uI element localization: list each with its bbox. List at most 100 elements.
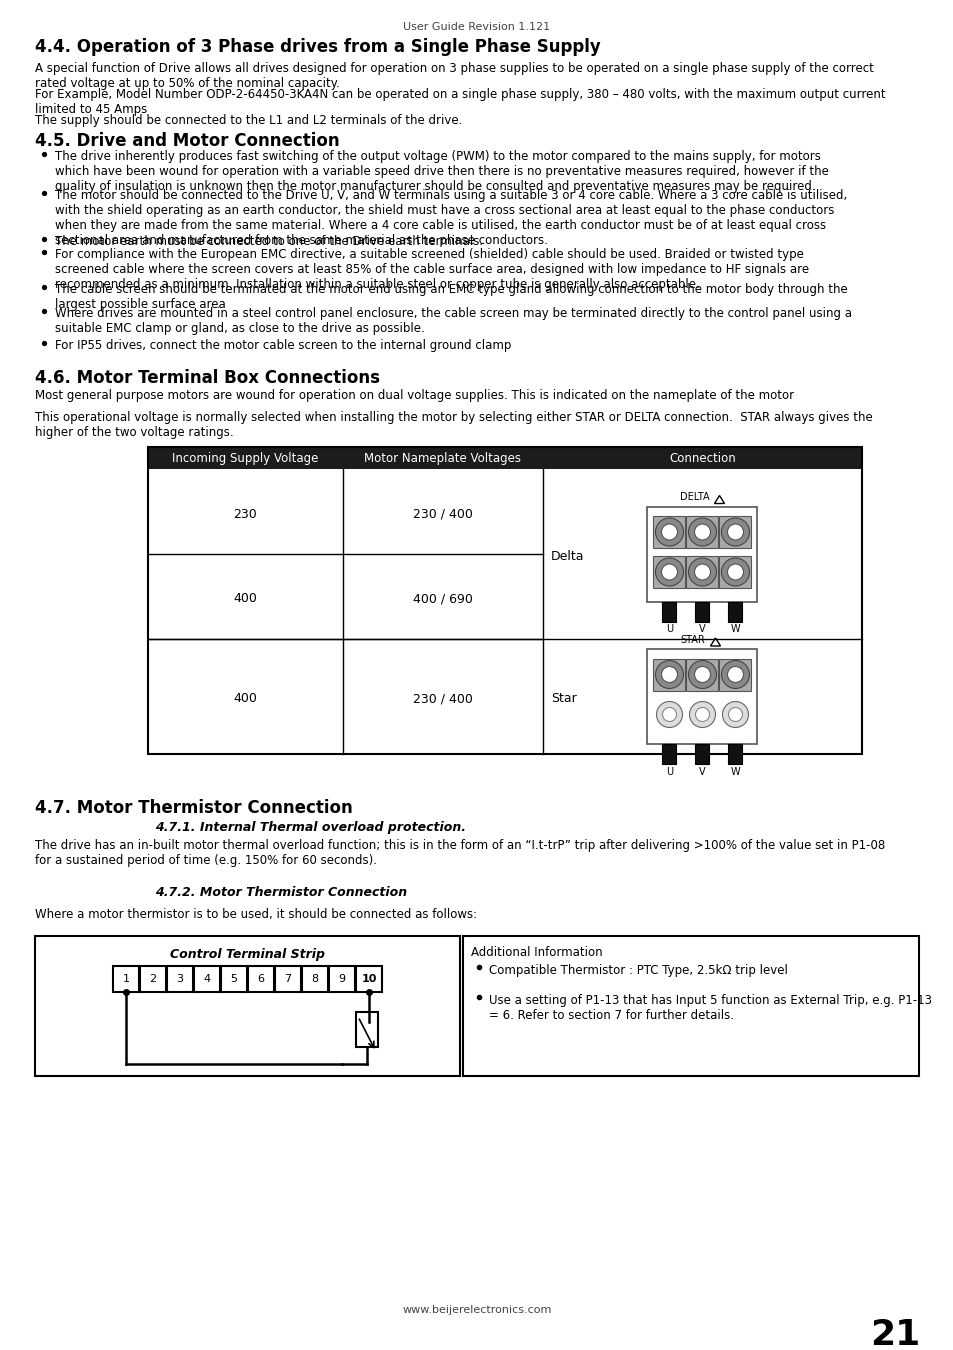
Bar	[686, 516, 718, 548]
Bar	[728, 744, 741, 764]
Circle shape	[689, 702, 715, 728]
Circle shape	[727, 667, 742, 683]
Bar	[661, 602, 676, 621]
Bar	[647, 506, 757, 602]
Bar	[329, 967, 355, 992]
Text: User Guide Revision 1.121: User Guide Revision 1.121	[403, 22, 550, 32]
Text: www.beijerelectronics.com: www.beijerelectronics.com	[402, 1305, 551, 1315]
Text: V: V	[699, 767, 705, 778]
Circle shape	[688, 518, 716, 545]
Text: Motor Nameplate Voltages: Motor Nameplate Voltages	[364, 452, 521, 464]
Text: 6: 6	[257, 973, 264, 984]
Text: Connection: Connection	[668, 452, 735, 464]
Bar	[661, 744, 676, 764]
Bar	[686, 659, 718, 690]
Text: Additional Information: Additional Information	[471, 946, 602, 958]
Circle shape	[728, 707, 741, 721]
Circle shape	[655, 558, 682, 586]
Text: DELTA: DELTA	[679, 493, 709, 502]
Bar	[719, 516, 751, 548]
Text: 10: 10	[361, 973, 376, 984]
Text: Delta: Delta	[551, 549, 584, 563]
Circle shape	[655, 660, 682, 688]
Bar	[686, 556, 718, 589]
Circle shape	[660, 564, 677, 580]
Text: U: U	[665, 767, 673, 778]
Text: The drive has an in-built motor thermal overload function; this is in the form o: The drive has an in-built motor thermal …	[35, 838, 884, 867]
Bar	[193, 967, 220, 992]
Text: W: W	[730, 625, 740, 634]
Text: Where a motor thermistor is to be used, it should be connected as follows:: Where a motor thermistor is to be used, …	[35, 909, 476, 921]
Circle shape	[694, 667, 710, 683]
Circle shape	[695, 707, 709, 721]
Bar	[248, 967, 274, 992]
Text: 400 / 690: 400 / 690	[413, 593, 473, 606]
Circle shape	[688, 558, 716, 586]
Bar	[140, 967, 166, 992]
Text: 4.6. Motor Terminal Box Connections: 4.6. Motor Terminal Box Connections	[35, 369, 379, 387]
Text: 4.7. Motor Thermistor Connection: 4.7. Motor Thermistor Connection	[35, 799, 353, 817]
Text: For IP55 drives, connect the motor cable screen to the internal ground clamp: For IP55 drives, connect the motor cable…	[55, 339, 511, 352]
Bar	[719, 556, 751, 589]
Text: 3: 3	[176, 973, 183, 984]
Bar	[728, 602, 741, 621]
Text: The motor earth must be connected to one of the Drive earth terminals.: The motor earth must be connected to one…	[55, 235, 482, 248]
Bar	[221, 967, 247, 992]
Bar	[653, 516, 685, 548]
Bar	[355, 1011, 377, 1046]
Text: 7: 7	[284, 973, 292, 984]
Bar	[148, 447, 862, 468]
Bar	[302, 967, 328, 992]
Bar	[695, 744, 709, 764]
Bar	[35, 936, 459, 1076]
Bar	[167, 967, 193, 992]
Text: The motor should be connected to the Drive U, V, and W terminals using a suitabl: The motor should be connected to the Dri…	[55, 189, 846, 247]
Bar	[148, 447, 862, 755]
Text: Most general purpose motors are wound for operation on dual voltage supplies. Th: Most general purpose motors are wound fo…	[35, 389, 793, 402]
Circle shape	[720, 558, 749, 586]
Bar	[112, 967, 139, 992]
Text: For compliance with the European EMC directive, a suitable screened (shielded) c: For compliance with the European EMC dir…	[55, 248, 808, 292]
Circle shape	[694, 524, 710, 540]
Text: 21: 21	[869, 1318, 919, 1350]
Text: The drive inherently produces fast switching of the output voltage (PWM) to the : The drive inherently produces fast switc…	[55, 150, 828, 193]
Text: STAR: STAR	[679, 634, 704, 645]
Circle shape	[655, 518, 682, 545]
Text: 400: 400	[233, 693, 257, 706]
Bar	[653, 659, 685, 690]
Text: The supply should be connected to the L1 and L2 terminals of the drive.: The supply should be connected to the L1…	[35, 113, 462, 127]
Text: 4.7.1. Internal Thermal overload protection.: 4.7.1. Internal Thermal overload protect…	[154, 821, 465, 834]
Text: For Example, Model Number ODP-2-64450-3KA4N can be operated on a single phase su: For Example, Model Number ODP-2-64450-3K…	[35, 88, 884, 116]
Bar	[695, 602, 709, 621]
Bar	[462, 936, 918, 1076]
Text: Control Terminal Strip: Control Terminal Strip	[170, 948, 325, 961]
Text: The cable screen should be terminated at the motor end using an EMC type gland a: The cable screen should be terminated at…	[55, 284, 847, 310]
Text: 230 / 400: 230 / 400	[413, 693, 473, 706]
Text: 9: 9	[338, 973, 345, 984]
Text: Star: Star	[551, 693, 577, 706]
Circle shape	[694, 564, 710, 580]
Circle shape	[656, 702, 681, 728]
Text: This operational voltage is normally selected when installing the motor by selec: This operational voltage is normally sel…	[35, 410, 872, 439]
Text: 4: 4	[203, 973, 211, 984]
Text: W: W	[730, 767, 740, 778]
Text: Use a setting of P1-13 that has Input 5 function as External Trip, e.g. P1-13
= : Use a setting of P1-13 that has Input 5 …	[489, 994, 931, 1022]
Text: 8: 8	[311, 973, 318, 984]
Text: U: U	[665, 625, 673, 634]
Text: 230 / 400: 230 / 400	[413, 508, 473, 521]
Bar	[274, 967, 301, 992]
Circle shape	[661, 707, 676, 721]
Text: A special function of Drive allows all drives designed for operation on 3 phase : A special function of Drive allows all d…	[35, 62, 873, 90]
Circle shape	[720, 518, 749, 545]
Text: 4.4. Operation of 3 Phase drives from a Single Phase Supply: 4.4. Operation of 3 Phase drives from a …	[35, 38, 600, 55]
Bar	[719, 659, 751, 690]
Text: 2: 2	[150, 973, 156, 984]
Circle shape	[727, 524, 742, 540]
Text: 1: 1	[122, 973, 130, 984]
Circle shape	[727, 564, 742, 580]
Text: Where drives are mounted in a steel control panel enclosure, the cable screen ma: Where drives are mounted in a steel cont…	[55, 306, 851, 335]
Text: 4.7.2. Motor Thermistor Connection: 4.7.2. Motor Thermistor Connection	[154, 886, 407, 899]
Bar	[355, 967, 381, 992]
Text: 230: 230	[233, 508, 257, 521]
Text: 4.5. Drive and Motor Connection: 4.5. Drive and Motor Connection	[35, 132, 339, 150]
